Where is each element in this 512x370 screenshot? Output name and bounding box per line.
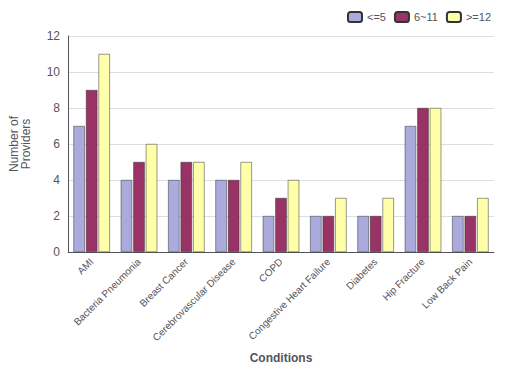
- svg-text:Cerebrovascular Disease: Cerebrovascular Disease: [151, 256, 238, 343]
- svg-text:10: 10: [47, 65, 61, 79]
- svg-text:0: 0: [53, 245, 60, 259]
- svg-text:Breast Cancer: Breast Cancer: [137, 256, 190, 309]
- svg-text:Diabetes: Diabetes: [344, 256, 380, 292]
- svg-text:Providers: Providers: [19, 119, 33, 170]
- svg-text:6~11: 6~11: [414, 11, 438, 23]
- svg-text:Bacteria Pneumonia: Bacteria Pneumonia: [72, 256, 144, 328]
- svg-text:AMI: AMI: [75, 256, 95, 276]
- svg-text:12: 12: [47, 29, 61, 43]
- svg-text:COPD: COPD: [257, 256, 285, 284]
- svg-text:4: 4: [53, 173, 60, 187]
- svg-text:>=12: >=12: [466, 11, 491, 23]
- svg-text:Conditions: Conditions: [250, 351, 313, 365]
- svg-text:Number of: Number of: [7, 116, 21, 172]
- svg-text:<=5: <=5: [367, 11, 386, 23]
- svg-text:Low Back Pain: Low Back Pain: [420, 256, 474, 310]
- svg-text:6: 6: [53, 137, 60, 151]
- svg-text:8: 8: [53, 101, 60, 115]
- svg-text:Congestive Heart Failure: Congestive Heart Failure: [246, 256, 332, 342]
- svg-text:Hip Fracture: Hip Fracture: [380, 256, 427, 303]
- svg-text:2: 2: [53, 209, 60, 223]
